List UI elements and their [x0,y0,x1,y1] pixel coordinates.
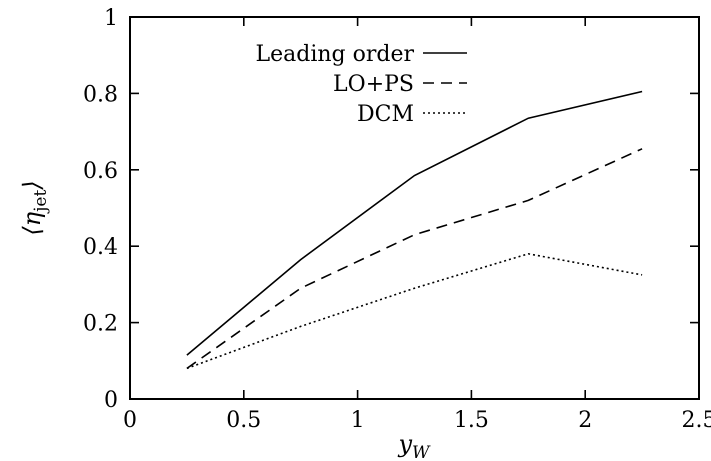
y-tick-label: 1 [104,6,118,31]
legend-label: Leading order [256,42,415,67]
legend: Leading order LO+PS DCM [256,42,467,127]
y-axis-label: ⟨ηjet⟩ [18,180,51,235]
axis-ticks [129,16,700,400]
x-tick-label: 0 [123,408,137,433]
y-tick-label: 0.6 [83,159,118,184]
plot-frame [129,16,700,400]
y-tick-label: 0.4 [83,235,118,260]
axis-tick-labels: 0 0.5 1 1.5 2 2.5 0 0.2 0.4 0.6 0.8 1 [83,6,711,433]
series-line-lo-ps [186,148,643,370]
y-tick-label: 0 [104,388,118,413]
x-tick-label: 2 [578,408,592,433]
legend-label: LO+PS [333,72,414,97]
x-tick-label: 1.5 [454,408,489,433]
series-lines [186,90,643,370]
x-axis-label: yW [397,430,431,461]
series-line-leading-order [186,90,643,356]
x-tick-label: 2.5 [682,408,711,433]
y-tick-label: 0.8 [83,82,118,107]
series-line-dcm [186,252,643,370]
x-tick-label: 0.5 [226,408,261,433]
x-tick-label: 1 [351,408,365,433]
y-tick-label: 0.2 [83,312,118,337]
legend-label: DCM [357,102,414,127]
